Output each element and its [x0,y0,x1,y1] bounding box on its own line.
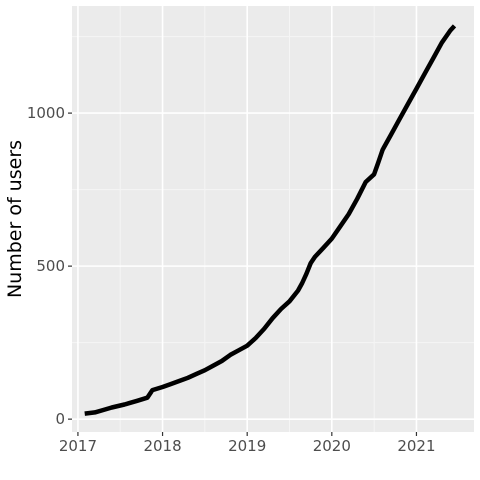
y-axis: 0 500 1000 [27,104,72,428]
y-tick-label: 500 [36,257,65,275]
x-tick-label: 2021 [397,437,435,455]
x-axis: 2017 2018 2019 2020 2021 [59,432,436,455]
series-layer [84,24,457,416]
x-tick-label: 2018 [143,437,181,455]
x-tick-label: 2020 [313,437,351,455]
x-tick-label: 2019 [228,437,266,455]
minor-gridlines [72,6,474,432]
y-axis-title: Number of users [4,140,26,298]
y-tick-label: 0 [55,410,65,428]
x-tick-label: 2017 [59,437,97,455]
y-tick-label: 1000 [27,104,65,122]
series-line-0 [84,24,457,416]
major-gridlines [72,6,474,432]
plot-panel [72,6,474,432]
